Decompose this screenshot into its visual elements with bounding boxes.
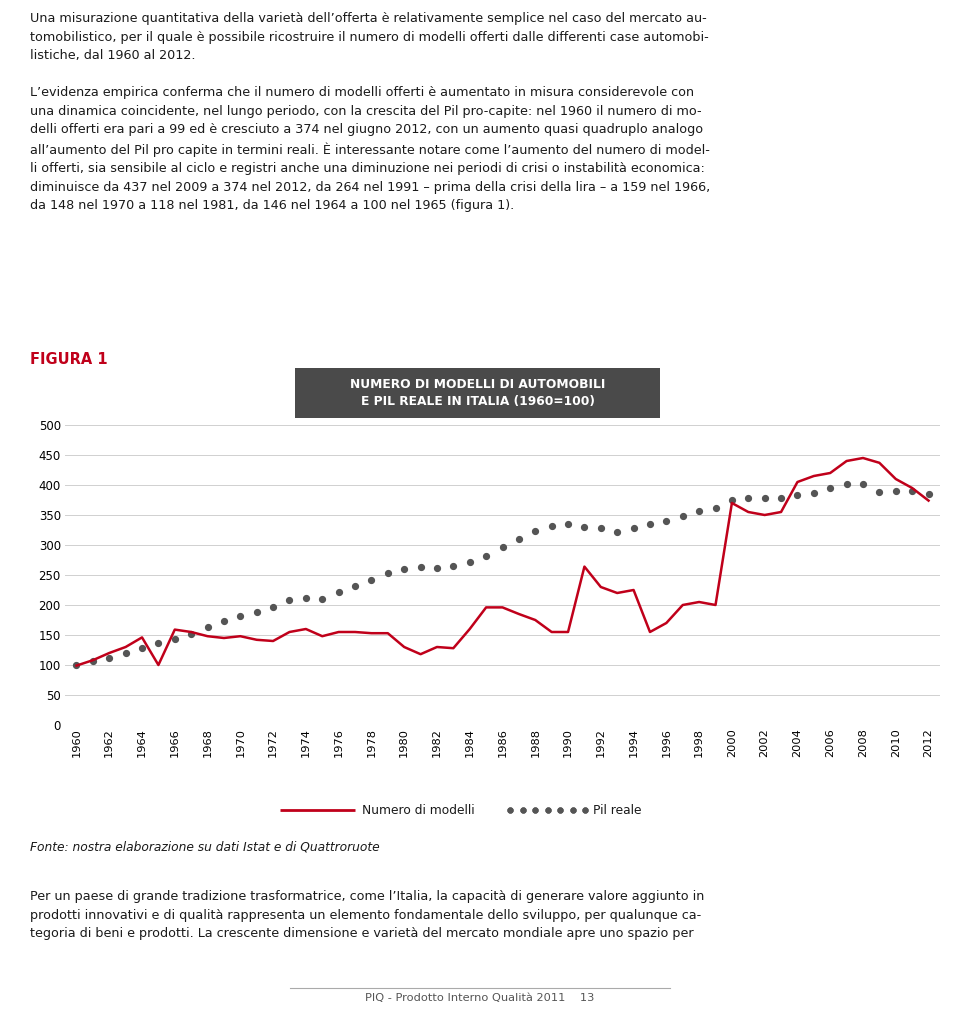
Text: Una misurazione quantitativa della varietà dell’offerta è relativamente semplice: Una misurazione quantitativa della varie…: [30, 12, 710, 212]
Text: Fonte: nostra elaborazione su dati Istat e di Quattroruote: Fonte: nostra elaborazione su dati Istat…: [30, 840, 379, 853]
Text: PIQ - Prodotto Interno Qualità 2011    13: PIQ - Prodotto Interno Qualità 2011 13: [366, 993, 594, 1003]
Text: Pil reale: Pil reale: [593, 804, 641, 816]
Text: Numero di modelli: Numero di modelli: [362, 804, 474, 816]
Text: FIGURA 1: FIGURA 1: [30, 352, 108, 367]
Text: Per un paese di grande tradizione trasformatrice, come l’Italia, la capacità di : Per un paese di grande tradizione trasfo…: [30, 890, 705, 940]
Text: NUMERO DI MODELLI DI AUTOMOBILI
E PIL REALE IN ITALIA (1960=100): NUMERO DI MODELLI DI AUTOMOBILI E PIL RE…: [349, 378, 605, 409]
